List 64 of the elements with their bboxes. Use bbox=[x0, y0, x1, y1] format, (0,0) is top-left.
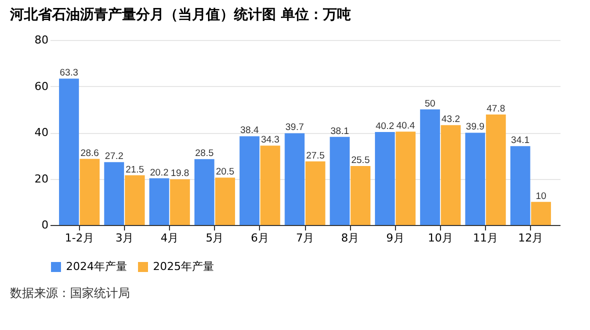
x-tick-label: 6月 bbox=[250, 232, 269, 244]
data-label: 50 bbox=[424, 98, 436, 110]
data-label: 28.6 bbox=[80, 148, 99, 159]
data-label: 20.5 bbox=[216, 166, 234, 178]
legend-label: 2024年产量 bbox=[66, 260, 127, 273]
data-label: 20.2 bbox=[150, 167, 168, 178]
data-label: 25.5 bbox=[351, 155, 370, 166]
data-label: 38.4 bbox=[240, 125, 259, 136]
x-tick-label: 1-2月 bbox=[64, 232, 94, 244]
bar bbox=[396, 132, 416, 225]
data-label: 39.9 bbox=[466, 122, 484, 133]
bar bbox=[215, 178, 236, 225]
bar bbox=[59, 78, 79, 225]
y-tick-label: 80 bbox=[34, 34, 48, 46]
data-label: 40.4 bbox=[396, 120, 415, 132]
bar bbox=[124, 175, 145, 225]
y-tick-label: 0 bbox=[42, 218, 48, 232]
data-label: 10 bbox=[536, 190, 546, 202]
legend-label: 2025年产量 bbox=[153, 260, 214, 273]
data-label: 39.7 bbox=[285, 122, 304, 134]
x-tick-label: 8月 bbox=[341, 232, 360, 244]
bar bbox=[374, 132, 395, 225]
y-tick-label: 60 bbox=[34, 80, 48, 93]
data-label: 40.2 bbox=[376, 121, 394, 132]
bar bbox=[80, 158, 100, 225]
bar bbox=[350, 166, 370, 225]
data-label: 19.8 bbox=[170, 168, 190, 180]
data-label: 27.2 bbox=[104, 151, 124, 162]
source-note: 数据来源：国家统计局 bbox=[10, 286, 130, 300]
bar bbox=[240, 136, 260, 225]
bar bbox=[510, 146, 530, 225]
data-label: 34.3 bbox=[260, 134, 280, 146]
data-label: 38.1 bbox=[330, 126, 350, 137]
data-label: 34.1 bbox=[511, 135, 530, 146]
y-tick-label: 20 bbox=[34, 172, 48, 186]
x-tick-label: 3月 bbox=[115, 232, 134, 244]
bar bbox=[486, 114, 506, 225]
data-label: 47.8 bbox=[486, 103, 506, 114]
data-label: 27.5 bbox=[306, 150, 325, 162]
bar bbox=[284, 133, 305, 225]
x-tick-label: 9月 bbox=[386, 232, 404, 244]
bar bbox=[440, 125, 461, 225]
x-tick-label: 5月 bbox=[206, 232, 224, 244]
bar bbox=[260, 146, 280, 225]
y-tick-label: 40 bbox=[34, 126, 48, 139]
bar bbox=[465, 132, 486, 225]
data-label: 43.2 bbox=[442, 114, 460, 126]
bar bbox=[104, 162, 124, 225]
bar bbox=[170, 179, 190, 225]
data-label: 21.5 bbox=[126, 164, 144, 176]
bar bbox=[305, 161, 326, 225]
bar bbox=[420, 109, 440, 225]
x-tick-label: 12月 bbox=[518, 232, 544, 244]
x-tick-label: 7月 bbox=[296, 232, 314, 244]
x-tick-label: 4月 bbox=[160, 232, 179, 244]
x-tick-label: 11月 bbox=[473, 232, 498, 244]
chart-title: 河北省石油沥青产量分月（当月值）统计图 单位：万吨 bbox=[9, 6, 351, 23]
data-label: 28.5 bbox=[195, 148, 214, 160]
bar bbox=[194, 159, 214, 225]
data-label: 63.3 bbox=[60, 68, 78, 79]
bar bbox=[531, 202, 551, 225]
bar bbox=[330, 136, 350, 225]
bar bbox=[149, 178, 170, 225]
x-tick-label: 10月 bbox=[428, 232, 453, 244]
